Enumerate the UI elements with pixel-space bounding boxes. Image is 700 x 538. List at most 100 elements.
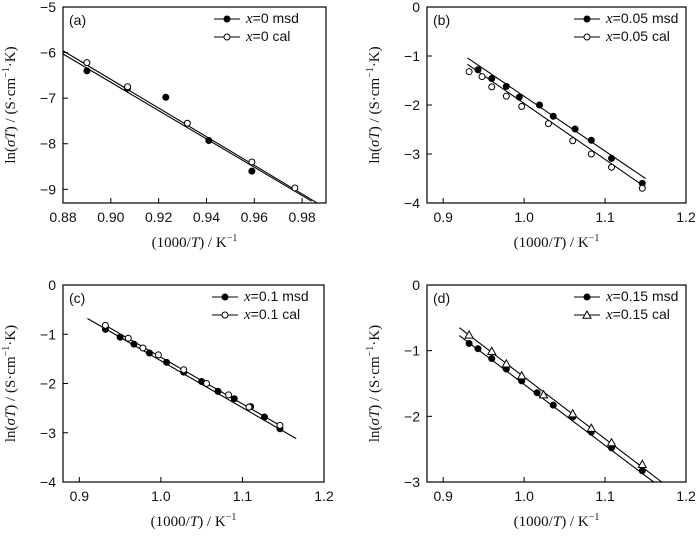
x-axis-label: (1000/T) / K−1: [514, 512, 600, 530]
data-point-series-1: [608, 154, 616, 162]
x-tick-label: 0.9: [433, 488, 453, 504]
chart-panel-b: 0.9 1.0 1.1 1.2 −4 −3 −2 −1 0 (1000/T) / K−1 ln(σT…: [365, 0, 696, 251]
data-point-series-1: [465, 339, 473, 347]
data-point-series-2: [638, 184, 646, 192]
y-tick-label: −6: [40, 45, 56, 61]
y-tick-label: −2: [404, 97, 420, 113]
plot-frame: [62, 6, 327, 204]
chart-panel-a: 0.88 0.90 0.92 0.94 0.96 0.98 −9 −8 −7 −6 −5 (1000/…: [1, 0, 327, 251]
x-tick-label: 1.1: [595, 488, 615, 504]
data-point-series-1: [83, 67, 91, 75]
panel-tag: (c): [69, 290, 85, 306]
data-point-series-1: [571, 125, 579, 133]
x-tick-label: 0.96: [241, 209, 268, 225]
data-point-series-1: [145, 349, 153, 357]
data-point-series-2: [606, 437, 617, 447]
y-tick-label: −7: [40, 90, 56, 106]
data-point-series-2: [291, 184, 299, 192]
x-tick-label: 1.1: [233, 488, 253, 504]
data-point-series-1: [488, 355, 496, 363]
y-tick-label: 0: [48, 277, 56, 293]
data-point-series-2: [276, 421, 284, 429]
x-tick-label: 1.0: [514, 209, 534, 225]
y-tick-label: −8: [40, 136, 56, 152]
data-point-series-2: [501, 358, 512, 368]
data-point-series-1: [502, 82, 510, 90]
legend-marker: [582, 309, 592, 319]
x-tick-label: 0.92: [145, 209, 172, 225]
legend-label: x=0.05 msd: [605, 10, 678, 27]
data-point-series-1: [474, 345, 482, 353]
y-tick-label: 0: [412, 0, 420, 15]
fit-line-series-1: [63, 53, 312, 202]
data-point-series-2: [183, 119, 191, 127]
x-tick-label: 0.88: [49, 209, 76, 225]
x-tick-label: 1.0: [514, 488, 534, 504]
data-point-series-2: [502, 92, 510, 100]
x-tick-label: 1.1: [595, 209, 615, 225]
y-tick-label: 0: [412, 277, 420, 293]
data-point-series-2: [567, 408, 578, 418]
data-point-series-2: [608, 163, 616, 171]
x-axis-label: (1000/T) / K−1: [152, 233, 238, 251]
legend-label: x=0.1 msd: [243, 288, 309, 305]
data-point-series-1: [162, 93, 170, 101]
fit-line-series-2: [105, 324, 282, 427]
data-point-series-1: [130, 340, 138, 348]
y-axis-label: ln(σT) / (S·cm−1·K): [365, 46, 383, 163]
y-tick-label: −1: [404, 343, 420, 359]
y-tick-label: −9: [40, 181, 56, 197]
y-axis-label: ln(σT) / (S·cm−1·K): [1, 46, 19, 163]
panel-tag: (b): [433, 12, 450, 28]
y-tick-label: −4: [404, 195, 420, 211]
legend-label: x=0.05 cal: [605, 28, 670, 45]
data-point-series-2: [465, 68, 473, 76]
data-point-series-1: [214, 387, 222, 395]
fit-line-series-2: [467, 63, 646, 188]
chart-panel-d: 0.9 1.0 1.1 1.2 −3 −2 −1 0 (1000/T) / K−1 ln(σT) …: [365, 277, 696, 530]
data-point-series-1: [248, 167, 256, 175]
data-point-series-2: [139, 344, 147, 352]
legend-label: x=0.15 msd: [605, 288, 678, 305]
y-tick-label: −3: [40, 425, 56, 441]
legend-marker: [583, 293, 591, 301]
x-tick-label: 1.2: [676, 488, 696, 504]
data-point-series-2: [154, 351, 162, 359]
panel-tag: (d): [433, 290, 450, 306]
data-point-series-2: [180, 366, 188, 374]
x-axis-label: (1000/T) / K−1: [514, 233, 600, 251]
data-point-series-1: [638, 467, 646, 475]
legend-marker: [223, 33, 231, 41]
data-point-series-2: [101, 321, 109, 329]
data-point-series-2: [203, 380, 211, 387]
y-tick-label: −5: [40, 0, 56, 15]
legend-marker: [223, 15, 231, 23]
y-tick-label: −1: [404, 48, 420, 64]
data-point-series-1: [533, 389, 541, 397]
y-tick-label: −4: [40, 474, 56, 490]
data-point-series-2: [478, 73, 486, 81]
x-tick-label: 1.2: [314, 488, 334, 504]
data-point-series-2: [538, 389, 549, 399]
data-point-series-2: [464, 329, 474, 339]
y-tick-label: −3: [404, 474, 420, 490]
legend-label: x=0.15 cal: [605, 306, 670, 323]
plot-frame: [426, 284, 687, 483]
data-point-series-1: [474, 66, 482, 74]
data-point-series-2: [569, 137, 577, 145]
fit-line-series-1: [467, 57, 646, 179]
x-tick-label: 0.98: [288, 209, 315, 225]
fit-line-series-2: [63, 50, 317, 203]
data-point-series-2: [124, 334, 132, 342]
y-axis-label: ln(σT) / (S·cm−1·K): [1, 325, 19, 442]
data-point-series-1: [549, 112, 557, 120]
legend-label: x=0 msd: [245, 10, 299, 27]
legend-marker: [221, 311, 229, 319]
legend-label: x=0 cal: [245, 28, 290, 45]
data-point-series-2: [586, 423, 597, 432]
x-axis-label: (1000/T) / K−1: [151, 512, 237, 530]
data-point-series-1: [515, 93, 523, 101]
data-point-series-2: [587, 150, 595, 158]
data-point-series-2: [83, 59, 91, 67]
